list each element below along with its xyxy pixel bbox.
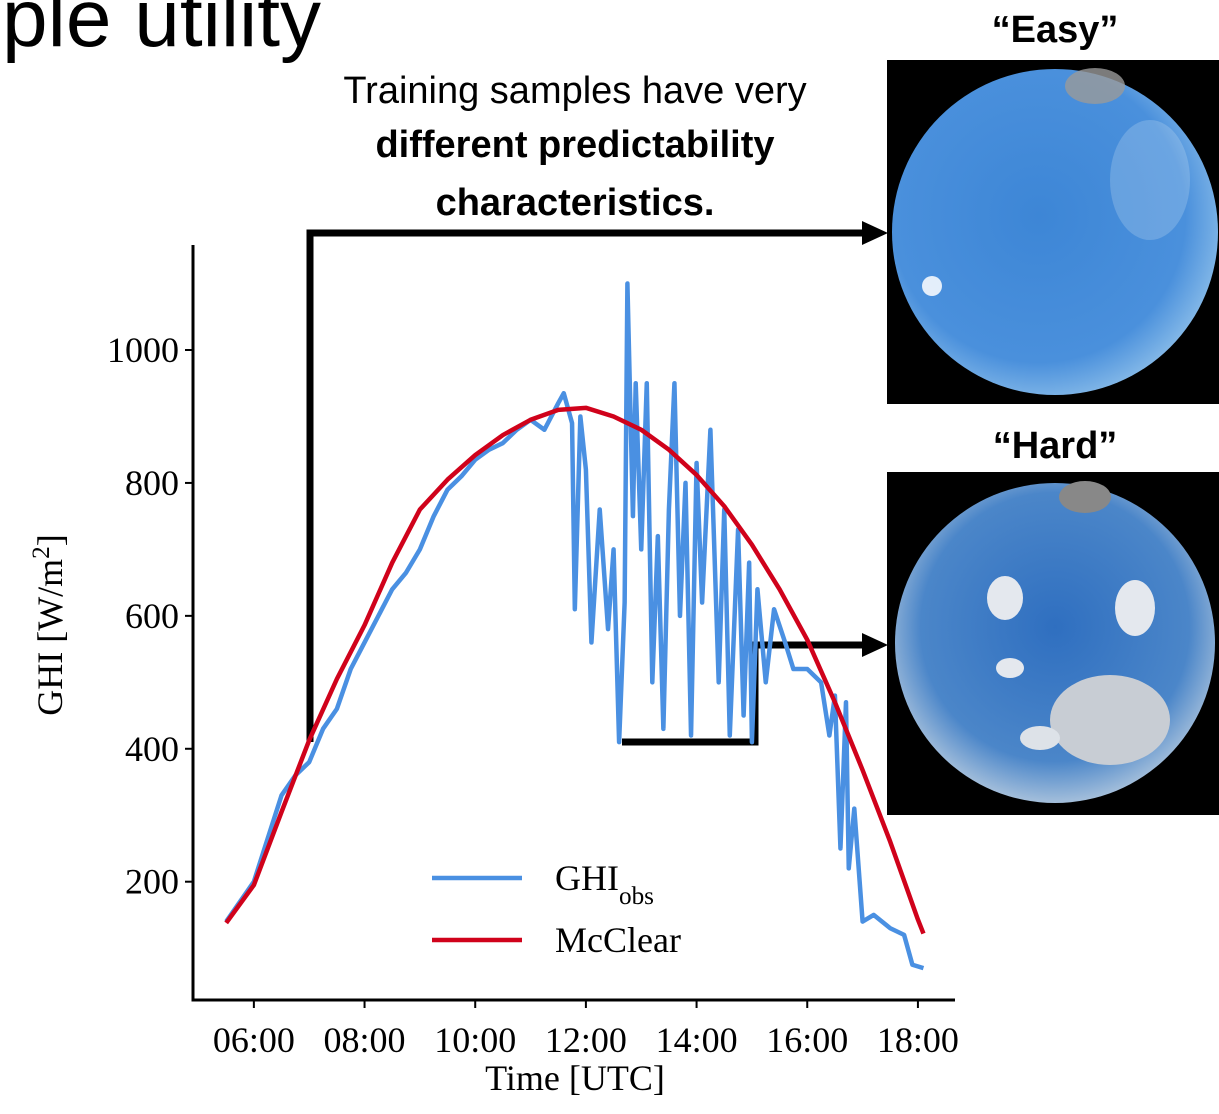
y-tick-label: 400 [125,729,179,769]
y-tick-label: 600 [125,596,179,636]
x-tick-label: 08:00 [324,1020,406,1060]
annotation-line: characteristics. [436,182,715,224]
x-tick-label: 06:00 [213,1020,295,1060]
sky-image-easy [887,60,1219,404]
image-label: “Easy” [992,9,1119,51]
x-tick-label: 14:00 [656,1020,738,1060]
series-line [224,281,925,971]
x-tick-label: 10:00 [434,1020,516,1060]
y-tick-label: 1000 [107,330,179,370]
legend-label: GHIobs [555,858,654,910]
x-tick-label: 18:00 [877,1020,959,1060]
legend-label: McClear [555,920,681,960]
plot: 200 400 600 800 1000 06:00 08:00 10:00 12:00 14:0… [107,245,959,1060]
annotation-line: Training samples have very [343,70,806,112]
y-tick-label: 200 [125,862,179,902]
x-axis-label: Time [UTC] [485,1058,665,1098]
series-line [224,405,926,935]
sky-image-hard [887,472,1219,815]
arrow-heads [862,221,888,657]
slide-title: ple utility [2,0,321,64]
image-label: “Hard” [993,425,1118,467]
x-tick-label: 12:00 [545,1020,627,1060]
x-tick-label: 16:00 [766,1020,848,1060]
y-axis-label: GHI [W/m2] [28,534,71,716]
annotation-line: different predictability [375,124,774,166]
y-tick-label: 800 [125,463,179,503]
